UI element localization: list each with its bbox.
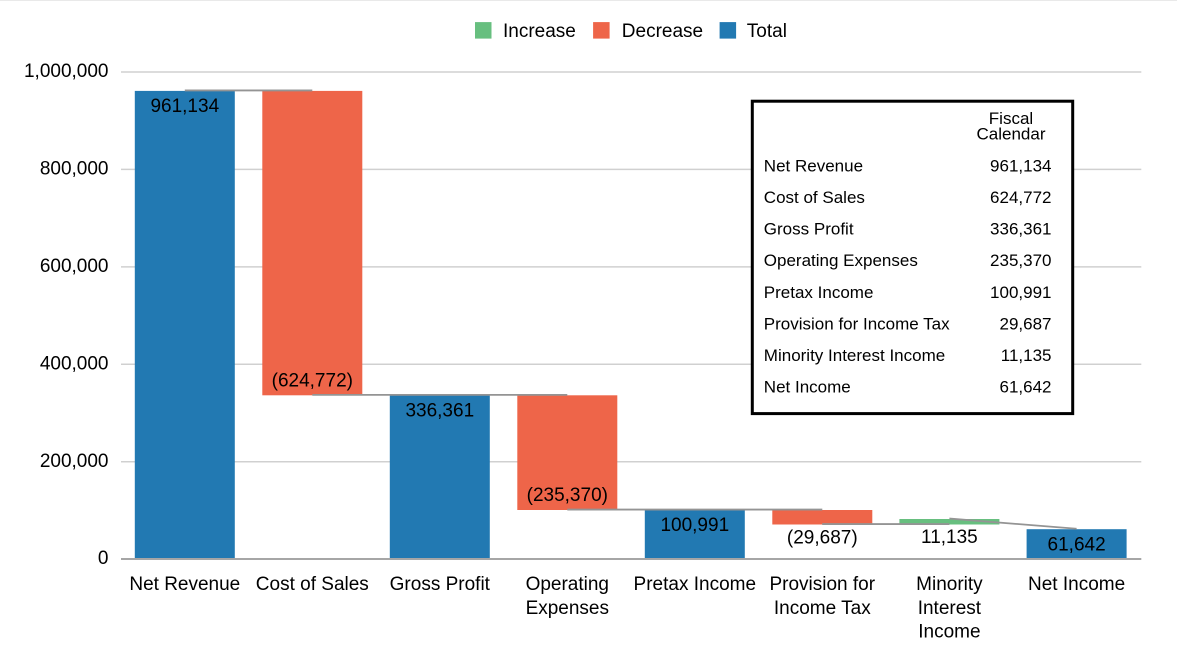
svg-text:Minority Interest Income: Minority Interest Income xyxy=(764,346,945,365)
svg-text:400,000: 400,000 xyxy=(40,353,109,374)
svg-text:Cost of Sales: Cost of Sales xyxy=(256,574,369,595)
svg-text:11,135: 11,135 xyxy=(921,527,978,548)
svg-text:336,361: 336,361 xyxy=(990,220,1051,239)
svg-text:800,000: 800,000 xyxy=(40,158,109,179)
svg-text:Total: Total xyxy=(747,21,787,42)
svg-text:Net Income: Net Income xyxy=(764,378,851,397)
svg-text:(235,370): (235,370) xyxy=(527,485,608,506)
svg-text:235,370: 235,370 xyxy=(990,251,1051,270)
svg-text:61,642: 61,642 xyxy=(1000,378,1052,397)
svg-text:0: 0 xyxy=(98,548,109,569)
svg-text:600,000: 600,000 xyxy=(40,256,109,277)
svg-text:Interest: Interest xyxy=(918,598,982,619)
svg-text:61,642: 61,642 xyxy=(1048,534,1106,555)
svg-text:100,991: 100,991 xyxy=(660,515,729,536)
svg-text:11,135: 11,135 xyxy=(1001,346,1052,365)
svg-text:Gross Profit: Gross Profit xyxy=(390,574,491,595)
svg-text:Income Tax: Income Tax xyxy=(774,598,871,619)
svg-text:29,687: 29,687 xyxy=(1000,314,1052,333)
svg-text:336,361: 336,361 xyxy=(405,400,474,421)
svg-text:100,991: 100,991 xyxy=(990,283,1051,302)
svg-text:Provision for Income Tax: Provision for Income Tax xyxy=(764,314,950,333)
svg-text:1,000,000: 1,000,000 xyxy=(24,61,109,82)
svg-text:Fiscal: Fiscal xyxy=(989,109,1033,128)
svg-text:Net Revenue: Net Revenue xyxy=(764,156,863,175)
svg-text:Net Revenue: Net Revenue xyxy=(129,574,240,595)
svg-text:Calendar: Calendar xyxy=(977,124,1046,143)
svg-text:Provision for: Provision for xyxy=(769,574,875,595)
svg-text:Income: Income xyxy=(918,622,980,643)
svg-text:Decrease: Decrease xyxy=(622,21,703,42)
svg-text:Minority: Minority xyxy=(916,574,983,595)
svg-text:Pretax Income: Pretax Income xyxy=(634,574,757,595)
svg-text:624,772: 624,772 xyxy=(990,188,1051,207)
svg-text:(29,687): (29,687) xyxy=(787,527,858,548)
svg-text:(624,772): (624,772) xyxy=(272,371,353,392)
svg-text:Expenses: Expenses xyxy=(526,598,609,619)
svg-text:Gross Profit: Gross Profit xyxy=(764,220,854,239)
svg-text:Net Income: Net Income xyxy=(1028,574,1125,595)
svg-text:200,000: 200,000 xyxy=(40,451,109,472)
svg-text:Cost of Sales: Cost of Sales xyxy=(764,188,865,207)
svg-text:Operating: Operating xyxy=(526,574,609,595)
svg-text:Increase: Increase xyxy=(503,21,576,42)
svg-text:961,134: 961,134 xyxy=(150,96,219,117)
svg-text:Pretax Income: Pretax Income xyxy=(764,283,874,302)
svg-text:961,134: 961,134 xyxy=(990,156,1051,175)
svg-text:Operating Expenses: Operating Expenses xyxy=(764,251,918,270)
